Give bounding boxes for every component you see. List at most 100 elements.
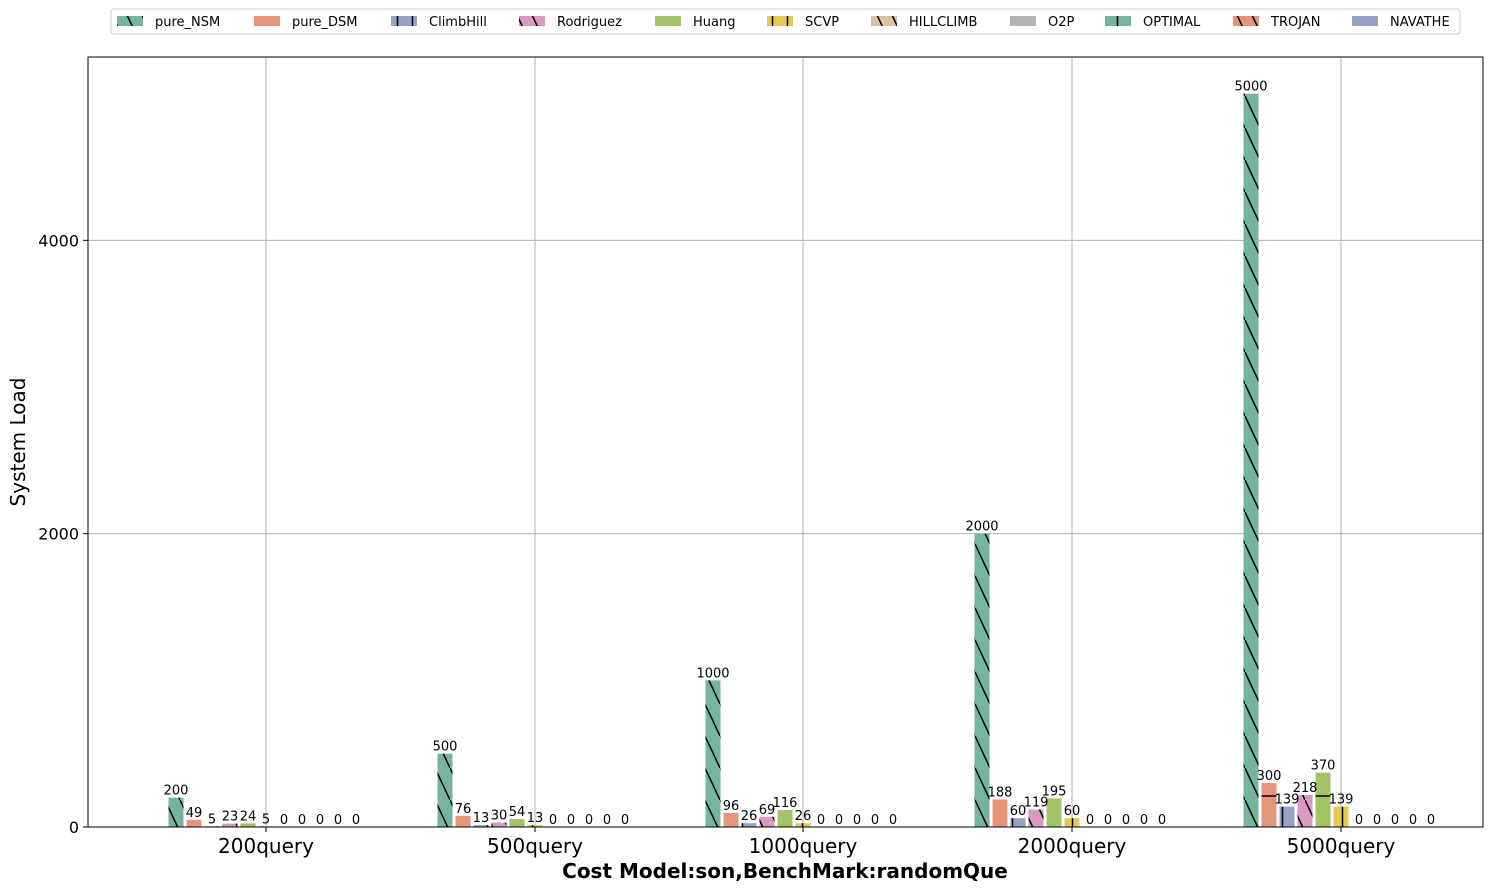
data-label: 195: [1042, 784, 1067, 799]
data-label: 5000: [1234, 80, 1267, 95]
data-label: 0: [1355, 813, 1363, 828]
data-label: 0: [1140, 813, 1148, 828]
legend-swatch-navathe: [1352, 16, 1378, 26]
bar-pure_dsm-2000query: [992, 799, 1008, 827]
legend-label-navathe: NAVATHE: [1390, 15, 1450, 30]
bar-rodriguez-500query: [491, 822, 507, 827]
data-label: 0: [1122, 813, 1130, 828]
legend-swatch-huang: [655, 16, 681, 26]
bar-scvp-500query: [527, 825, 543, 827]
bar-huang-5000query: [1315, 772, 1331, 827]
y-tick-label: 2000: [38, 525, 79, 544]
data-label: 119: [1024, 796, 1049, 811]
data-label: 0: [567, 813, 575, 828]
y-tick-label: 4000: [38, 231, 79, 250]
bar-pure_nsm-500query: [437, 753, 453, 827]
data-label: 188: [988, 785, 1013, 800]
data-label: 26: [741, 809, 758, 824]
data-label: 0: [280, 813, 288, 828]
legend-swatch-scvp: [767, 16, 793, 26]
legend-swatch-optimal: [1105, 16, 1131, 26]
data-label: 0: [853, 813, 861, 828]
data-label: 2000: [965, 520, 998, 535]
bar-huang-500query: [509, 819, 525, 827]
x-axis: 200query 500query 1000query 2000query 5000qu…: [218, 827, 1395, 858]
x-tick-label: 2000query: [1018, 834, 1127, 858]
legend-swatch-hillclimb: [871, 16, 897, 26]
legend-label-trojan: TROJAN: [1270, 15, 1320, 30]
data-label: 0: [1409, 813, 1417, 828]
legend-label-climbhill: ClimbHill: [429, 15, 487, 30]
legend-label-huang: Huang: [693, 15, 735, 30]
legend-swatch-trojan: [1233, 16, 1259, 26]
data-label: 0: [603, 813, 611, 828]
bar-pure_nsm-5000query: [1243, 93, 1259, 827]
bar-climbhill-5000query: [1279, 806, 1295, 827]
data-label: 0: [1104, 813, 1112, 828]
data-label: 69: [759, 803, 776, 818]
data-label: 13: [527, 811, 544, 826]
bar-rodriguez-200query: [222, 823, 238, 827]
legend-label-rodriguez: Rodriguez: [557, 15, 622, 30]
x-axis-label: Cost Model:son,BenchMark:randomQue: [562, 859, 1008, 883]
data-label: 0: [621, 813, 629, 828]
data-label: 218: [1293, 781, 1318, 796]
x-tick-label: 1000query: [749, 834, 858, 858]
legend-swatch-pure_dsm: [254, 16, 280, 26]
data-label: 0: [585, 813, 593, 828]
data-label: 200: [164, 784, 189, 799]
legend-label-pure_nsm: pure_NSM: [155, 15, 220, 30]
grid: [88, 57, 1483, 827]
data-label: 500: [433, 740, 458, 755]
legend-label-scvp: SCVP: [805, 15, 839, 30]
data-label: 0: [1391, 813, 1399, 828]
legend: pure_NSM pure_DSM ClimbHill Rodriguez Huang S…: [110, 8, 1461, 35]
data-label: 116: [773, 796, 798, 811]
bar-climbhill-1000query: [741, 823, 757, 827]
data-label: 54: [509, 805, 526, 820]
data-label: 0: [1373, 813, 1381, 828]
bar-pure_dsm-200query: [186, 819, 202, 827]
x-tick-label: 500query: [487, 834, 583, 858]
data-label: 139: [1329, 793, 1354, 808]
legend-swatch-pure_nsm: [117, 16, 143, 26]
data-label: 49: [186, 806, 203, 821]
data-label: 60: [1010, 804, 1027, 819]
bar-pure_nsm-200query: [168, 797, 184, 827]
plot-area-frame: [87, 56, 1484, 828]
data-label: 0: [549, 813, 557, 828]
x-tick-label: 200query: [218, 834, 314, 858]
data-label: 0: [352, 813, 360, 828]
data-label: 0: [1158, 813, 1166, 828]
data-label: 0: [817, 813, 825, 828]
data-label: 76: [455, 802, 472, 817]
data-label: 0: [889, 813, 897, 828]
bar-huang-2000query: [1046, 798, 1062, 827]
legend-swatch-climbhill: [391, 16, 417, 26]
legend-label-optimal: OPTIMAL: [1143, 15, 1201, 30]
bar-pure_dsm-1000query: [723, 812, 739, 827]
data-label: 5: [262, 812, 270, 827]
data-label: 370: [1311, 759, 1336, 774]
legend-label-o2p: O2P: [1048, 15, 1075, 30]
legend-swatch-o2p: [1010, 16, 1036, 26]
bar-rodriguez-5000query: [1297, 795, 1313, 827]
bar-pure_nsm-1000query: [705, 680, 721, 827]
bar-scvp-2000query: [1064, 818, 1080, 827]
data-label: 60: [1064, 804, 1081, 819]
data-label: 139: [1275, 793, 1300, 808]
bar-pure_nsm-2000query: [974, 533, 990, 827]
bar-rodriguez-1000query: [759, 816, 775, 827]
data-label: 26: [795, 809, 812, 824]
data-label: 13: [473, 811, 490, 826]
bar-rodriguez-2000query: [1028, 809, 1044, 827]
data-label: 5: [208, 812, 216, 827]
bar-pure_dsm-500query: [455, 815, 471, 827]
bar-climbhill-500query: [473, 825, 489, 827]
x-tick-label: 5000query: [1287, 834, 1396, 858]
y-axis: 0 2000 4000: [38, 231, 88, 837]
data-label: 30: [491, 809, 508, 824]
data-label: 0: [1086, 813, 1094, 828]
